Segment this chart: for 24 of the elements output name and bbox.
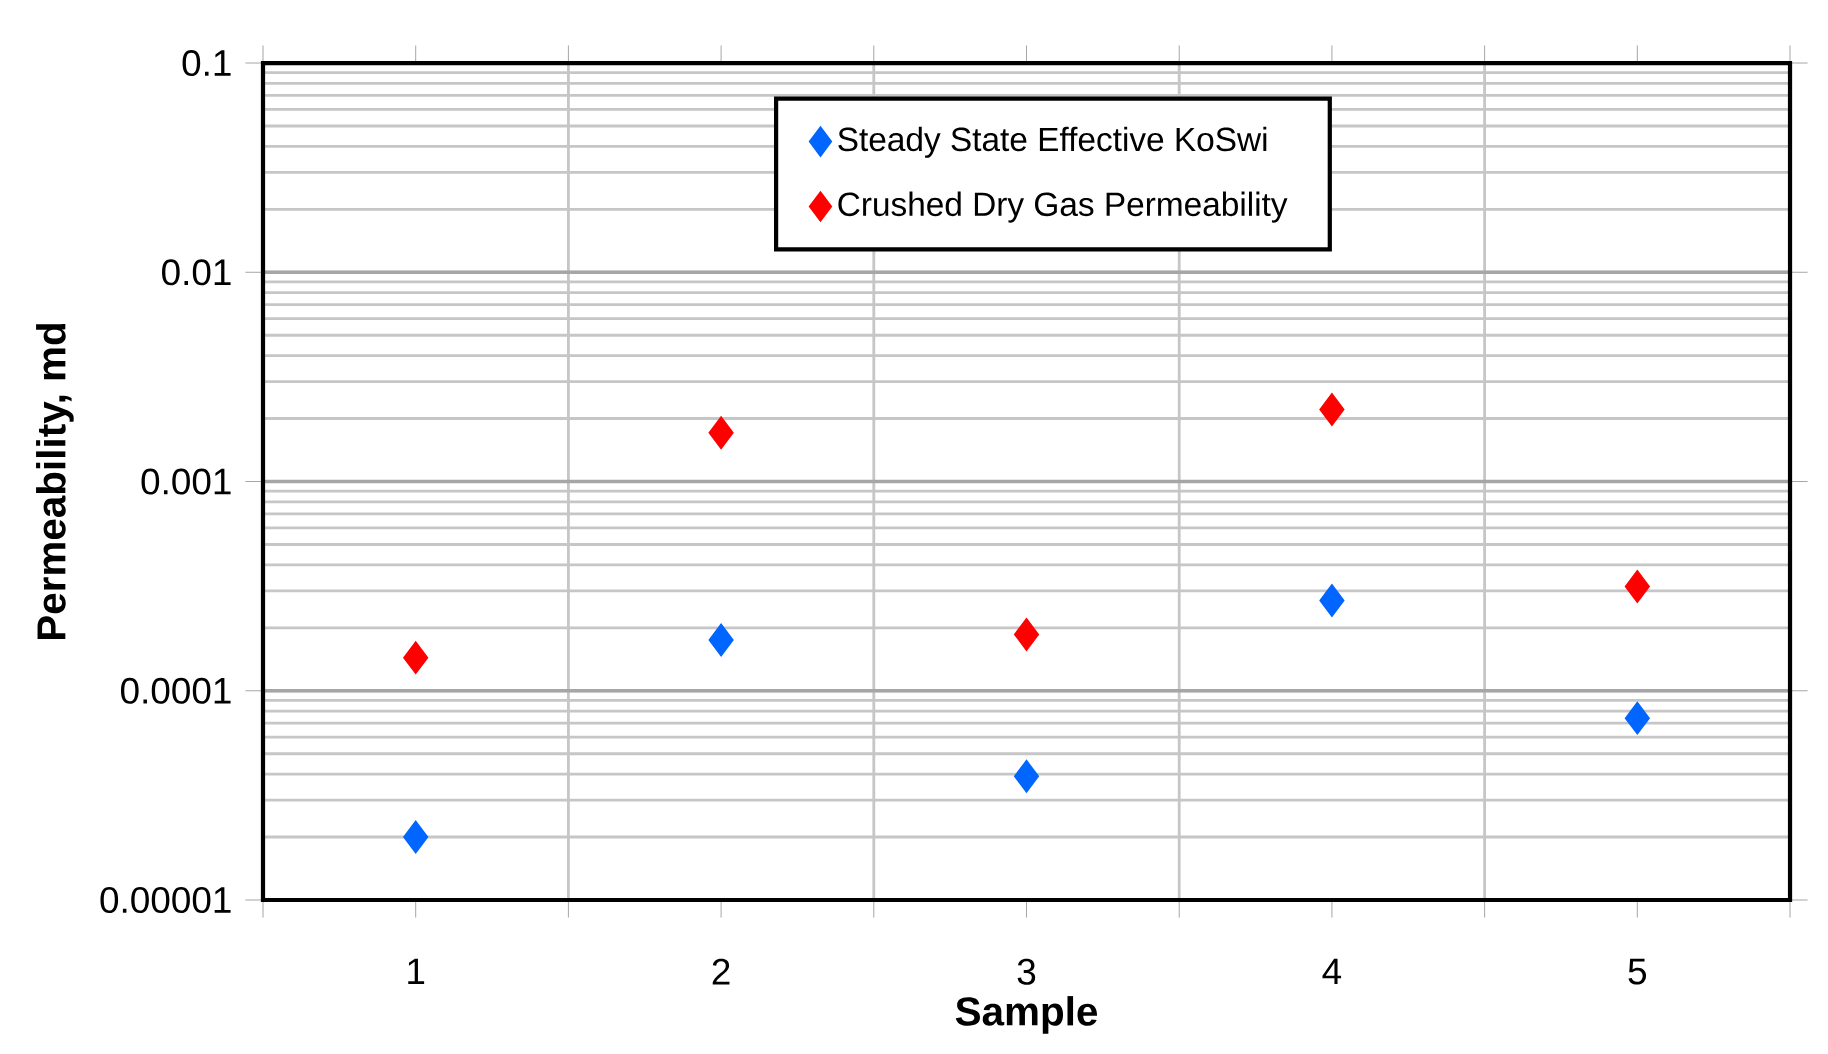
point bbox=[1319, 392, 1345, 426]
point bbox=[1013, 617, 1040, 651]
x-tick-label: 2 bbox=[712, 958, 730, 985]
x-tick-label: 4 bbox=[1322, 958, 1342, 985]
point bbox=[708, 623, 734, 657]
legend-label: Steady State Effective KoSwi bbox=[838, 126, 1267, 158]
point bbox=[403, 820, 429, 854]
x-tick-label: 5 bbox=[1628, 958, 1647, 985]
y-axis-title: Permeability, md bbox=[36, 324, 74, 640]
y-tick-label: 0.1 bbox=[182, 49, 231, 77]
x-axis-title: Sample bbox=[955, 996, 1098, 1034]
y-tick-label: 0.00001 bbox=[100, 886, 231, 914]
y-tick-label: 0.01 bbox=[162, 259, 231, 286]
point bbox=[1624, 701, 1650, 735]
y-tick-label: 0.0001 bbox=[120, 677, 231, 704]
x-tick-label: 1 bbox=[408, 958, 425, 985]
legend-label: Crushed Dry Gas Permeability bbox=[838, 191, 1288, 223]
point bbox=[403, 641, 429, 675]
point bbox=[1013, 759, 1040, 793]
point bbox=[1319, 583, 1345, 618]
point bbox=[1624, 569, 1650, 604]
y-tick-label: 0.001 bbox=[141, 468, 231, 495]
x-tick-label: 3 bbox=[1017, 958, 1036, 985]
point bbox=[708, 416, 734, 450]
